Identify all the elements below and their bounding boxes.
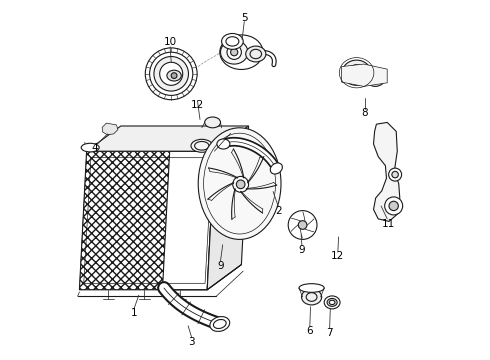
Ellipse shape (245, 46, 266, 62)
Circle shape (160, 62, 183, 85)
Polygon shape (342, 64, 387, 86)
Text: 5: 5 (241, 13, 247, 23)
Ellipse shape (342, 60, 371, 85)
Ellipse shape (221, 33, 243, 49)
Ellipse shape (301, 289, 321, 305)
Ellipse shape (324, 296, 340, 309)
Ellipse shape (167, 70, 181, 81)
Text: 4: 4 (91, 143, 98, 153)
Polygon shape (373, 122, 400, 221)
Ellipse shape (365, 68, 386, 86)
Circle shape (233, 176, 248, 192)
Circle shape (236, 180, 245, 189)
Circle shape (227, 45, 242, 59)
Circle shape (298, 221, 307, 229)
Ellipse shape (220, 35, 263, 69)
Circle shape (149, 52, 193, 95)
Circle shape (392, 171, 398, 178)
Polygon shape (163, 151, 215, 290)
Ellipse shape (217, 139, 230, 149)
Text: 11: 11 (382, 219, 395, 229)
Circle shape (154, 57, 189, 91)
Circle shape (389, 168, 402, 181)
Ellipse shape (198, 128, 281, 239)
Circle shape (171, 73, 177, 78)
Ellipse shape (220, 40, 248, 64)
Polygon shape (79, 151, 170, 290)
Polygon shape (102, 123, 118, 135)
Text: 10: 10 (164, 37, 177, 48)
Polygon shape (87, 126, 248, 151)
Text: 9: 9 (217, 261, 224, 271)
Text: 6: 6 (306, 326, 313, 336)
Text: 1: 1 (131, 308, 137, 318)
Ellipse shape (299, 284, 324, 292)
Ellipse shape (210, 316, 230, 332)
Text: 3: 3 (189, 337, 195, 347)
Text: 7: 7 (326, 328, 333, 338)
Ellipse shape (327, 298, 337, 306)
Circle shape (385, 197, 403, 215)
Text: 12: 12 (331, 251, 344, 261)
Text: 9: 9 (298, 245, 305, 255)
Circle shape (231, 49, 238, 56)
Ellipse shape (270, 163, 282, 174)
Circle shape (288, 211, 317, 239)
Ellipse shape (329, 300, 335, 305)
Text: 12: 12 (191, 100, 204, 110)
Text: 2: 2 (275, 206, 281, 216)
Ellipse shape (205, 117, 220, 128)
Ellipse shape (81, 143, 99, 152)
Polygon shape (207, 126, 248, 290)
Circle shape (389, 201, 398, 211)
Text: 8: 8 (361, 108, 368, 118)
Ellipse shape (191, 139, 213, 152)
